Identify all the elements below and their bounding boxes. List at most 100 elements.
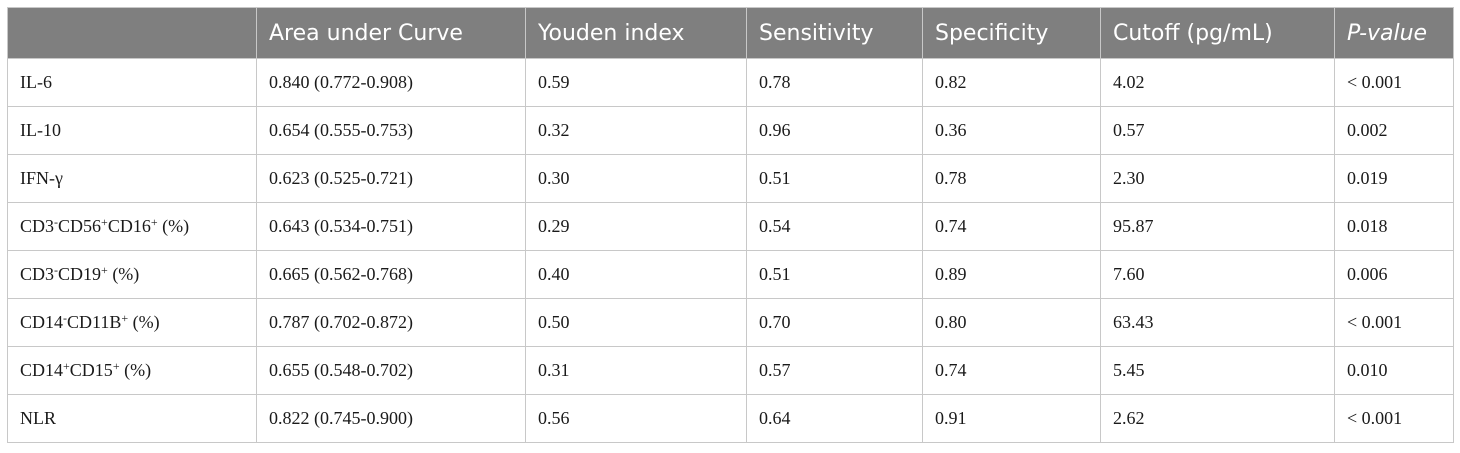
auc-cell: 0.643 (0.534-0.751) xyxy=(256,202,526,251)
sensitivity-cell: 0.54 xyxy=(746,202,923,251)
specificity-cell: 0.36 xyxy=(922,106,1101,155)
row-label: CD3-CD19+ (%) xyxy=(7,250,257,299)
p-value-cell: 0.019 xyxy=(1334,154,1454,203)
specificity-cell: 0.82 xyxy=(922,58,1101,107)
youden-cell: 0.30 xyxy=(525,154,747,203)
header-sensitivity: Sensitivity xyxy=(746,7,923,59)
label-part: CD3 xyxy=(20,216,55,236)
youden-cell: 0.29 xyxy=(525,202,747,251)
label-sup: + xyxy=(121,311,129,325)
auc-cell: 0.665 (0.562-0.768) xyxy=(256,250,526,299)
label-sup: - xyxy=(54,263,59,277)
youden-cell: 0.50 xyxy=(525,298,747,347)
p-value-cell: < 0.001 xyxy=(1334,298,1454,347)
label-sup: - xyxy=(54,215,59,229)
specificity-cell: 0.78 xyxy=(922,154,1101,203)
p-value-cell: 0.002 xyxy=(1334,106,1454,155)
table-row: IFN-γ 0.623 (0.525-0.721) 0.30 0.51 0.78… xyxy=(7,154,1454,203)
auc-cell: 0.787 (0.702-0.872) xyxy=(256,298,526,347)
cutoff-cell: 0.57 xyxy=(1100,106,1335,155)
roc-table-container: Area under Curve Youden index Sensitivit… xyxy=(7,7,1454,443)
row-label: CD3-CD56+CD16+ (%) xyxy=(7,202,257,251)
sensitivity-cell: 0.96 xyxy=(746,106,923,155)
table-row: NLR 0.822 (0.745-0.900) 0.56 0.64 0.91 2… xyxy=(7,394,1454,443)
sensitivity-cell: 0.78 xyxy=(746,58,923,107)
table-row: CD3-CD56+CD16+ (%) 0.643 (0.534-0.751) 0… xyxy=(7,202,1454,251)
sensitivity-cell: 0.51 xyxy=(746,250,923,299)
row-label: IL-10 xyxy=(7,106,257,155)
header-row: Area under Curve Youden index Sensitivit… xyxy=(7,7,1454,59)
row-label: IFN-γ xyxy=(7,154,257,203)
p-value-cell: < 0.001 xyxy=(1334,394,1454,443)
table-row: CD3-CD19+ (%) 0.665 (0.562-0.768) 0.40 0… xyxy=(7,250,1454,299)
label-part: CD3 xyxy=(20,264,55,284)
table-row: CD14-CD11B+ (%) 0.787 (0.702-0.872) 0.50… xyxy=(7,298,1454,347)
auc-cell: 0.654 (0.555-0.753) xyxy=(256,106,526,155)
label-part: CD14 xyxy=(20,312,64,332)
roc-results-table: Area under Curve Youden index Sensitivit… xyxy=(7,7,1454,443)
row-label: NLR xyxy=(7,394,257,443)
label-suffix: (%) xyxy=(119,360,152,380)
p-value-cell: 0.010 xyxy=(1334,346,1454,395)
specificity-cell: 0.74 xyxy=(922,202,1101,251)
row-label: CD14-CD11B+ (%) xyxy=(7,298,257,347)
label-part: CD56 xyxy=(58,216,102,236)
table-row: CD14+CD15+ (%) 0.655 (0.548-0.702) 0.31 … xyxy=(7,346,1454,395)
sensitivity-cell: 0.70 xyxy=(746,298,923,347)
label-text: IL-10 xyxy=(20,120,61,140)
label-suffix: (%) xyxy=(157,216,190,236)
header-specificity: Specificity xyxy=(922,7,1101,59)
auc-cell: 0.655 (0.548-0.702) xyxy=(256,346,526,395)
label-suffix: (%) xyxy=(107,264,140,284)
p-value-cell: 0.018 xyxy=(1334,202,1454,251)
row-label: IL-6 xyxy=(7,58,257,107)
cutoff-cell: 95.87 xyxy=(1100,202,1335,251)
specificity-cell: 0.74 xyxy=(922,346,1101,395)
label-part: CD15 xyxy=(69,360,113,380)
header-auc: Area under Curve xyxy=(256,7,526,59)
sensitivity-cell: 0.51 xyxy=(746,154,923,203)
youden-cell: 0.59 xyxy=(525,58,747,107)
youden-cell: 0.32 xyxy=(525,106,747,155)
label-sup: + xyxy=(101,263,108,277)
p-value-cell: < 0.001 xyxy=(1334,58,1454,107)
label-text: IL-6 xyxy=(20,72,52,92)
row-label: CD14+CD15+ (%) xyxy=(7,346,257,395)
cutoff-cell: 63.43 xyxy=(1100,298,1335,347)
youden-cell: 0.40 xyxy=(525,250,747,299)
auc-cell: 0.822 (0.745-0.900) xyxy=(256,394,526,443)
cutoff-cell: 4.02 xyxy=(1100,58,1335,107)
table-row: IL-6 0.840 (0.772-0.908) 0.59 0.78 0.82 … xyxy=(7,58,1454,107)
sensitivity-cell: 0.64 xyxy=(746,394,923,443)
specificity-cell: 0.80 xyxy=(922,298,1101,347)
label-text: NLR xyxy=(20,408,56,428)
cutoff-cell: 5.45 xyxy=(1100,346,1335,395)
header-youden-index: Youden index xyxy=(525,7,747,59)
label-suffix: (%) xyxy=(128,312,160,332)
label-part: CD14 xyxy=(20,360,64,380)
specificity-cell: 0.89 xyxy=(922,250,1101,299)
label-sup: + xyxy=(150,215,158,229)
table-row: IL-10 0.654 (0.555-0.753) 0.32 0.96 0.36… xyxy=(7,106,1454,155)
auc-cell: 0.623 (0.525-0.721) xyxy=(256,154,526,203)
youden-cell: 0.31 xyxy=(525,346,747,395)
header-p-value: P-value xyxy=(1334,7,1454,59)
specificity-cell: 0.91 xyxy=(922,394,1101,443)
label-text: IFN-γ xyxy=(20,168,63,188)
sensitivity-cell: 0.57 xyxy=(746,346,923,395)
cutoff-cell: 2.30 xyxy=(1100,154,1335,203)
label-sup: + xyxy=(112,359,120,373)
auc-cell: 0.840 (0.772-0.908) xyxy=(256,58,526,107)
label-sup: + xyxy=(101,215,108,229)
label-part: CD16 xyxy=(107,216,151,236)
p-value-cell: 0.006 xyxy=(1334,250,1454,299)
label-part: CD19 xyxy=(58,264,102,284)
cutoff-cell: 2.62 xyxy=(1100,394,1335,443)
header-cutoff: Cutoff (pg/mL) xyxy=(1100,7,1335,59)
label-sup: + xyxy=(63,359,70,373)
youden-cell: 0.56 xyxy=(525,394,747,443)
label-sup: - xyxy=(63,311,68,325)
label-part: CD11B xyxy=(67,312,122,332)
header-marker xyxy=(7,7,257,59)
cutoff-cell: 7.60 xyxy=(1100,250,1335,299)
